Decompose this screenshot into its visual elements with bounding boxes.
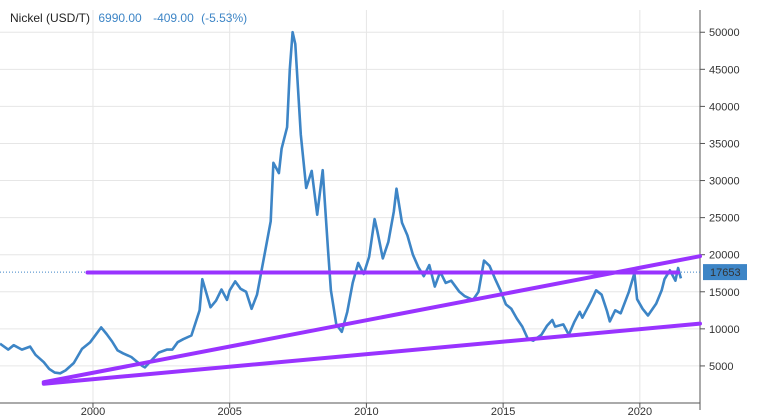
chart-title: Nickel (USD/T)	[10, 11, 90, 25]
grid-lines	[0, 10, 700, 403]
y-tick-label: 25000	[709, 213, 740, 225]
y-tick-label: 30000	[709, 176, 740, 188]
chart-price: 6990.00	[98, 11, 142, 25]
x-tick-label: 2010	[354, 406, 378, 417]
last-value-badge-background	[703, 264, 747, 281]
y-tick-label: 40000	[709, 101, 740, 113]
trendline	[41, 254, 702, 385]
y-tick-label: 20000	[709, 250, 740, 262]
x-tick-label: 2020	[628, 406, 652, 417]
last-value-label: 17653	[710, 267, 741, 279]
x-axis: 2000 2005 2010 2015 2020	[0, 402, 700, 417]
x-tick-label: 2005	[217, 406, 241, 417]
y-axis: 5000 10000 15000 20000 25000 30000 35000 40000 4…	[699, 10, 740, 410]
y-tick-label: 15000	[709, 287, 740, 299]
chart-change: -409.00	[153, 11, 194, 25]
y-tick-label: 50000	[709, 27, 740, 39]
y-tick-label: 10000	[709, 324, 740, 336]
y-tick-label: 45000	[709, 64, 740, 76]
price-series	[0, 30, 683, 375]
chart-header: Nickel (USD/T) 6990.00 -409.00 (-5.53%)	[10, 11, 247, 25]
last-value-badge: 17653	[703, 264, 747, 281]
series-line	[0, 30, 683, 375]
y-tick-label: 5000	[709, 361, 733, 373]
trendline	[41, 321, 702, 386]
x-tick-label: 2000	[81, 406, 105, 417]
chart-change-percent: (-5.53%)	[201, 11, 247, 25]
x-tick-label: 2015	[491, 406, 515, 417]
trendlines	[41, 254, 702, 386]
y-tick-label: 35000	[709, 138, 740, 150]
